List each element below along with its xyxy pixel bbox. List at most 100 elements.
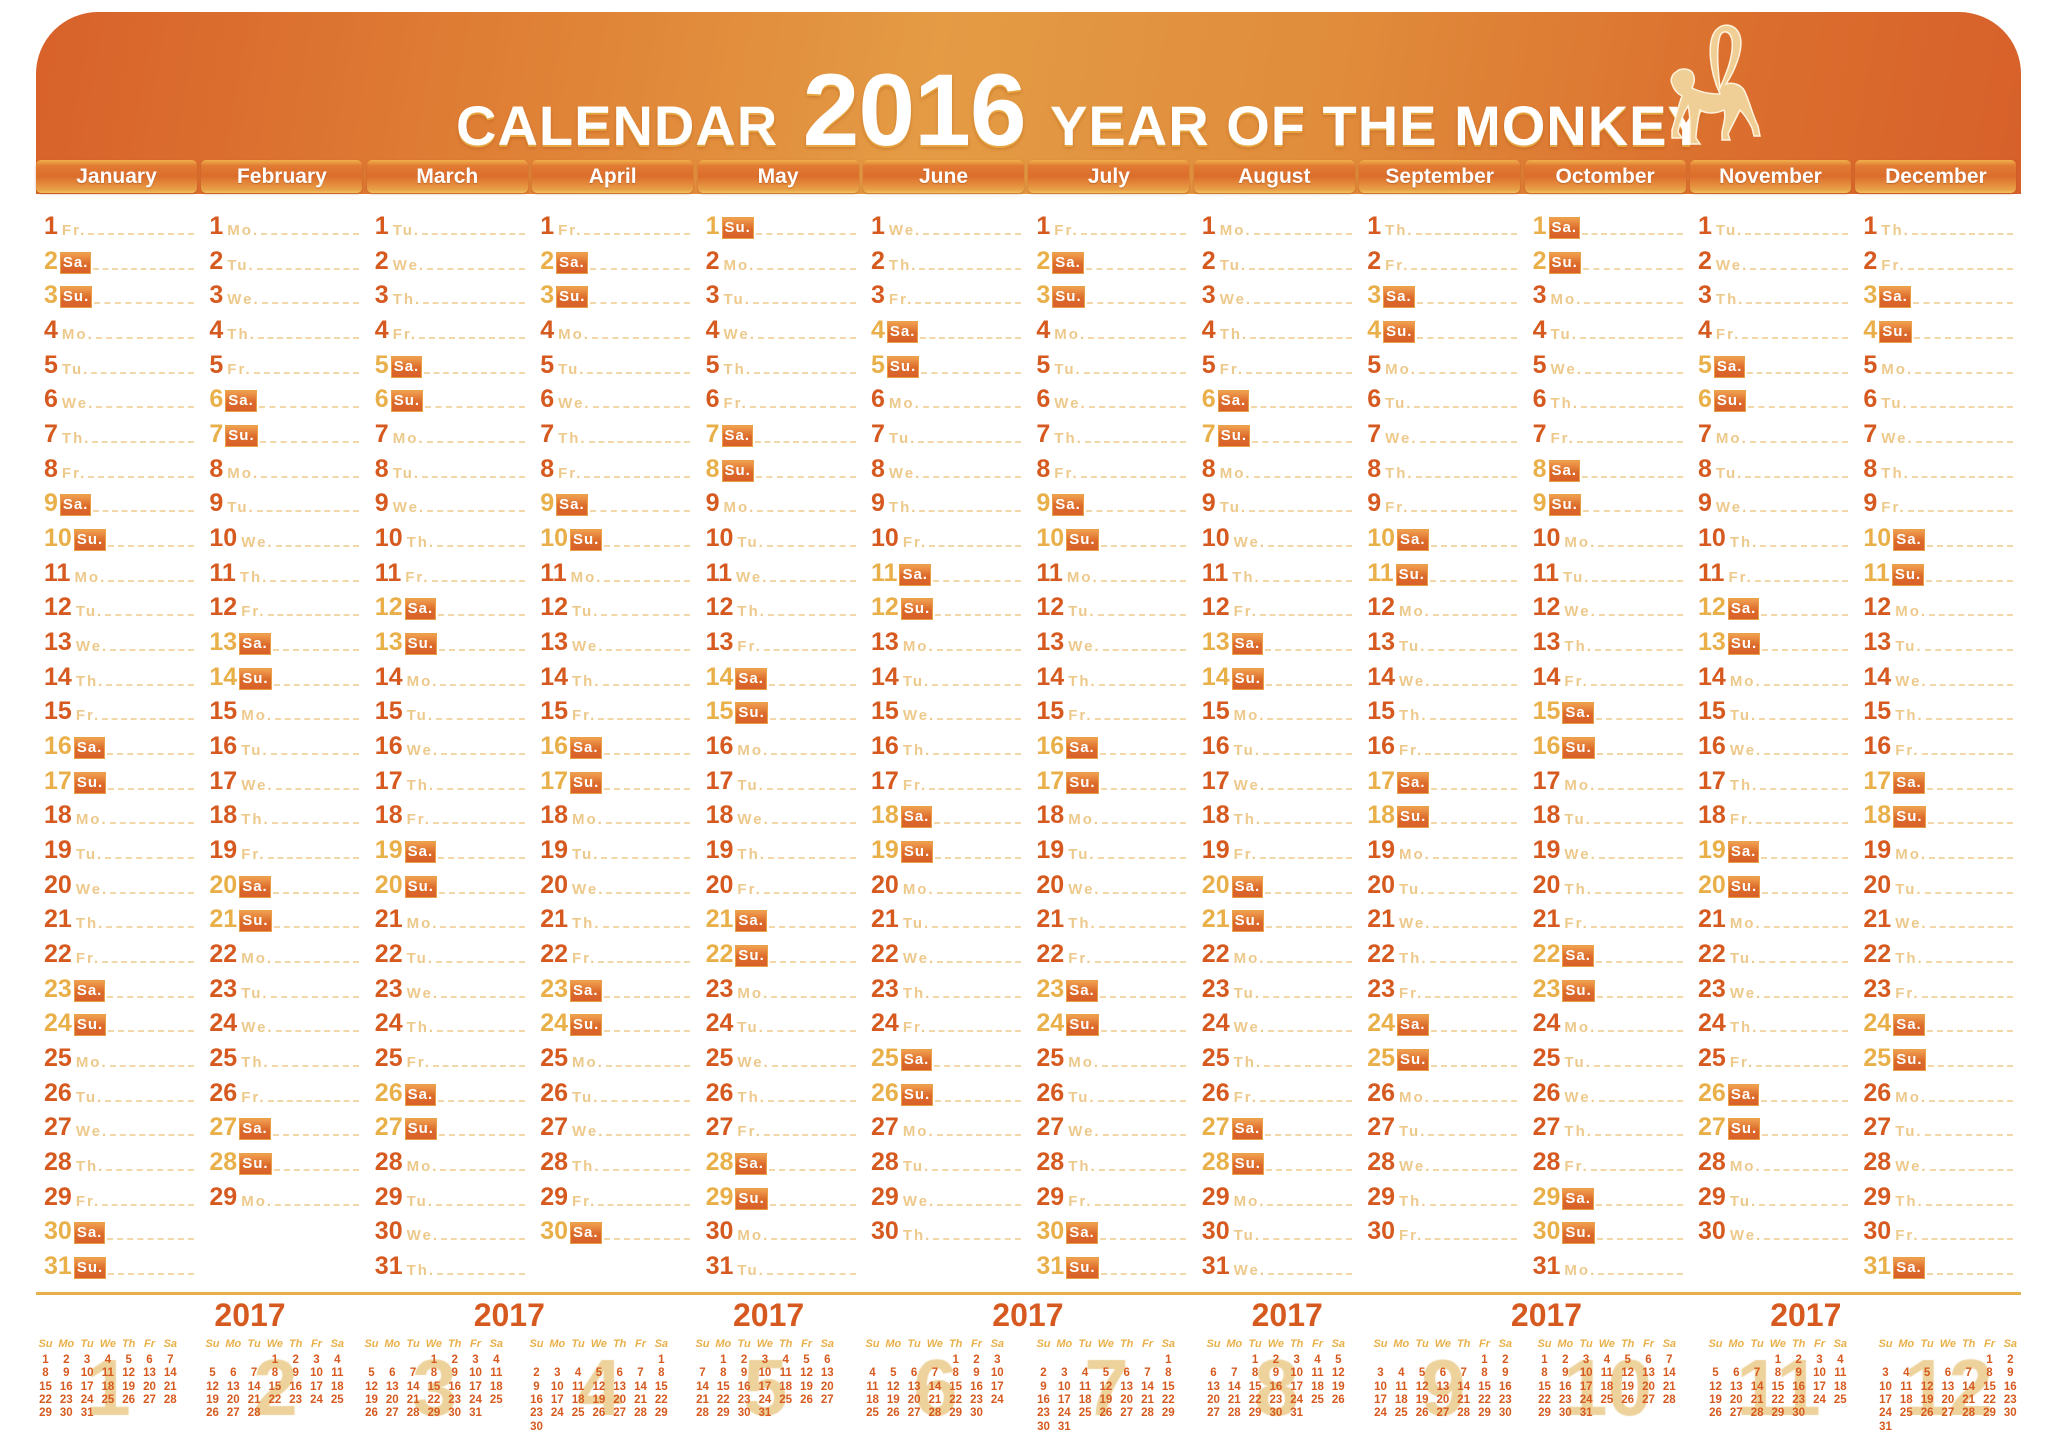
day-row[interactable]: 18 Mo. [44, 794, 194, 828]
day-row[interactable]: 25 Fr. [375, 1037, 525, 1071]
day-row[interactable]: 25 Th. [1202, 1037, 1352, 1071]
day-row[interactable]: 12 We. [1533, 586, 1683, 620]
day-row[interactable]: 22 Su. [706, 933, 856, 968]
day-row[interactable]: 18 Su. [1367, 794, 1518, 829]
day-row[interactable]: 22 Mo. [209, 933, 360, 967]
day-row[interactable]: 23 Fr. [1367, 968, 1518, 1002]
day-row[interactable]: 9 Tu. [1202, 482, 1352, 516]
day-row[interactable]: 15 Mo. [1202, 690, 1352, 724]
day-row[interactable]: 2 Tu. [209, 240, 360, 274]
day-row[interactable]: 6 We. [1036, 378, 1187, 412]
day-row[interactable]: 25 Mo. [44, 1037, 194, 1071]
day-row[interactable]: 4 Sa. [871, 309, 1021, 343]
day-row[interactable]: 16 Sa. [1036, 725, 1187, 760]
day-row[interactable]: 25 Sa. [871, 1037, 1021, 1072]
day-row[interactable]: 1 Sa. [1533, 205, 1683, 239]
day-row[interactable]: 25 Mo. [1036, 1037, 1187, 1071]
day-row[interactable]: 6 Sa. [1202, 378, 1352, 413]
day-row[interactable]: 13 Tu. [1863, 621, 2014, 655]
day-row[interactable]: 29 Fr. [540, 1176, 691, 1210]
day-row[interactable]: 18 Fr. [375, 794, 525, 828]
day-row[interactable]: 23 Sa. [540, 968, 691, 1002]
day-row[interactable]: 18 Sa. [871, 794, 1021, 829]
day-row[interactable]: 20 Tu. [1367, 864, 1518, 898]
day-row[interactable]: 4 Su. [1367, 309, 1518, 343]
day-row[interactable]: 5 Sa. [375, 344, 525, 378]
day-row[interactable]: 16 Fr. [1367, 725, 1518, 759]
day-row[interactable]: 19 We. [1533, 829, 1683, 863]
day-row[interactable]: 1 Fr. [540, 205, 691, 239]
day-row[interactable]: 19 Tu. [44, 829, 194, 863]
day-row[interactable]: 3 Th. [1698, 274, 1848, 308]
day-row[interactable]: 2 Sa. [1036, 240, 1187, 274]
day-row[interactable]: 7 We. [1367, 413, 1518, 447]
day-row[interactable]: 27 Su. [1698, 1106, 1848, 1141]
day-row[interactable]: 6 We. [540, 378, 691, 412]
day-row[interactable]: 5 Fr. [1202, 344, 1352, 378]
day-row[interactable]: 15 Sa. [1533, 690, 1683, 725]
day-row[interactable]: 18 Mo. [540, 794, 691, 828]
tab-octomber[interactable]: Octomber [1524, 160, 1686, 193]
day-row[interactable]: 4 Th. [209, 309, 360, 343]
day-row[interactable]: 11 Fr. [375, 552, 525, 586]
day-row[interactable]: 15 Mo. [209, 690, 360, 724]
day-row[interactable]: 3 Tu. [706, 274, 856, 308]
day-row[interactable]: 23 Tu. [1202, 968, 1352, 1002]
day-row[interactable]: 19 Mo. [1367, 829, 1518, 863]
day-row[interactable]: 8 Tu. [375, 448, 525, 482]
day-row[interactable]: 6 Fr. [706, 378, 856, 412]
day-row[interactable]: 20 Tu. [1863, 864, 2014, 898]
day-row[interactable]: 16 Mo. [706, 725, 856, 759]
day-row[interactable]: 30 Mo. [706, 1210, 856, 1244]
day-row[interactable]: 3 We. [1202, 274, 1352, 308]
day-row[interactable]: 15 Su. [706, 690, 856, 725]
day-row[interactable]: 25 Tu. [1533, 1037, 1683, 1071]
day-row[interactable]: 26 Sa. [375, 1072, 525, 1106]
day-row[interactable]: 30 Fr. [1367, 1210, 1518, 1244]
day-row[interactable]: 9 Sa. [540, 482, 691, 517]
day-row[interactable]: 14 We. [1367, 656, 1518, 690]
day-row[interactable]: 29 We. [871, 1176, 1021, 1210]
day-row[interactable]: 3 Su. [1036, 274, 1187, 309]
day-row[interactable]: 14 Tu. [871, 656, 1021, 690]
day-row[interactable]: 24 Sa. [1367, 1002, 1518, 1037]
day-row[interactable]: 24 Su. [1036, 1002, 1187, 1037]
day-row[interactable]: 24 Su. [540, 1002, 691, 1037]
day-row[interactable]: 22 Th. [1863, 933, 2014, 967]
day-row[interactable]: 28 Th. [44, 1141, 194, 1175]
day-row[interactable]: 26 Fr. [209, 1072, 360, 1106]
day-row[interactable]: 8 Su. [706, 448, 856, 482]
day-row[interactable]: 18 Tu. [1533, 794, 1683, 828]
day-row[interactable]: 10 Sa. [1863, 517, 2014, 552]
day-row[interactable]: 21 Th. [540, 898, 691, 932]
day-row[interactable]: 28 Tu. [871, 1141, 1021, 1175]
day-row[interactable]: 15 Tu. [1698, 690, 1848, 724]
day-row[interactable]: 31 Mo. [1533, 1245, 1683, 1279]
day-row[interactable]: 21 We. [1367, 898, 1518, 932]
day-row[interactable]: 6 Su. [375, 378, 525, 413]
day-row[interactable]: 5 Th. [706, 344, 856, 378]
day-row[interactable]: 4 Tu. [1533, 309, 1683, 343]
day-row[interactable]: 19 Sa. [375, 829, 525, 864]
day-row[interactable]: 1 Fr. [1036, 205, 1187, 239]
day-row[interactable]: 2 Sa. [540, 240, 691, 274]
tab-april[interactable]: April [532, 160, 694, 193]
day-row[interactable]: 11 Mo. [44, 552, 194, 586]
day-row[interactable]: 19 Fr. [1202, 829, 1352, 863]
day-row[interactable]: 2 Su. [1533, 240, 1683, 274]
day-row[interactable]: 21 Mo. [375, 898, 525, 932]
day-row[interactable]: 12 Sa. [375, 586, 525, 621]
day-row[interactable]: 21 Su. [209, 898, 360, 933]
day-row[interactable]: 26 Mo. [1863, 1072, 2014, 1106]
day-row[interactable]: 6 Sa. [209, 378, 360, 413]
day-row[interactable]: 30 Su. [1533, 1210, 1683, 1245]
day-row[interactable]: 18 Fr. [1698, 794, 1848, 828]
day-row[interactable]: 12 Mo. [1367, 586, 1518, 620]
day-row[interactable]: 8 Mo. [1202, 448, 1352, 482]
day-row[interactable]: 7 Mo. [1698, 413, 1848, 447]
day-row[interactable]: 20 We. [44, 864, 194, 898]
day-row[interactable]: 15 Fr. [1036, 690, 1187, 724]
day-row[interactable]: 20 Sa. [209, 864, 360, 898]
day-row[interactable]: 31 Su. [1036, 1245, 1187, 1280]
day-row[interactable]: 3 We. [209, 274, 360, 308]
